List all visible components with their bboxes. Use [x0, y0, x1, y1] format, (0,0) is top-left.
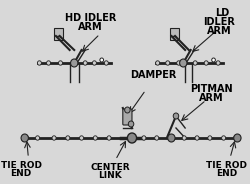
Text: TIE ROD: TIE ROD — [0, 161, 42, 170]
Text: CENTER: CENTER — [90, 163, 130, 172]
Circle shape — [180, 59, 187, 67]
Text: PITMAN: PITMAN — [190, 84, 233, 94]
Circle shape — [36, 136, 40, 140]
Circle shape — [125, 107, 130, 113]
Circle shape — [212, 58, 216, 62]
Circle shape — [92, 61, 96, 65]
Circle shape — [21, 134, 28, 142]
Text: IDLER: IDLER — [203, 17, 235, 27]
Circle shape — [208, 136, 212, 140]
Circle shape — [173, 113, 179, 119]
Circle shape — [177, 61, 181, 65]
Circle shape — [234, 136, 237, 140]
Text: HD IDLER: HD IDLER — [65, 13, 116, 23]
Circle shape — [166, 61, 170, 65]
FancyBboxPatch shape — [54, 28, 63, 40]
Text: END: END — [216, 169, 237, 178]
Text: LD: LD — [216, 8, 230, 18]
Text: ARM: ARM — [78, 22, 103, 32]
Text: DAMPER: DAMPER — [130, 70, 176, 80]
Circle shape — [216, 61, 220, 65]
Circle shape — [168, 134, 175, 142]
Text: ARM: ARM — [207, 26, 231, 36]
Text: LINK: LINK — [98, 171, 122, 180]
Circle shape — [155, 136, 159, 140]
Circle shape — [100, 58, 103, 62]
Circle shape — [128, 133, 136, 143]
Circle shape — [83, 61, 87, 65]
Circle shape — [193, 61, 197, 65]
Circle shape — [195, 136, 199, 140]
Circle shape — [107, 136, 111, 140]
Circle shape — [204, 61, 208, 65]
Circle shape — [104, 61, 108, 65]
Circle shape — [70, 59, 78, 67]
Circle shape — [234, 134, 241, 142]
Circle shape — [58, 61, 62, 65]
Text: END: END — [10, 169, 32, 178]
Text: ARM: ARM — [200, 93, 224, 103]
Text: TIE ROD: TIE ROD — [206, 161, 247, 170]
Circle shape — [66, 136, 70, 140]
Circle shape — [46, 61, 50, 65]
Circle shape — [52, 136, 56, 140]
Circle shape — [182, 136, 186, 140]
FancyBboxPatch shape — [170, 28, 179, 40]
Circle shape — [168, 136, 172, 140]
Circle shape — [156, 61, 160, 65]
Circle shape — [222, 136, 226, 140]
Circle shape — [93, 136, 97, 140]
Circle shape — [38, 61, 42, 65]
Circle shape — [142, 136, 146, 140]
Circle shape — [24, 136, 28, 140]
Circle shape — [128, 121, 134, 127]
Circle shape — [80, 136, 84, 140]
FancyBboxPatch shape — [123, 109, 132, 125]
